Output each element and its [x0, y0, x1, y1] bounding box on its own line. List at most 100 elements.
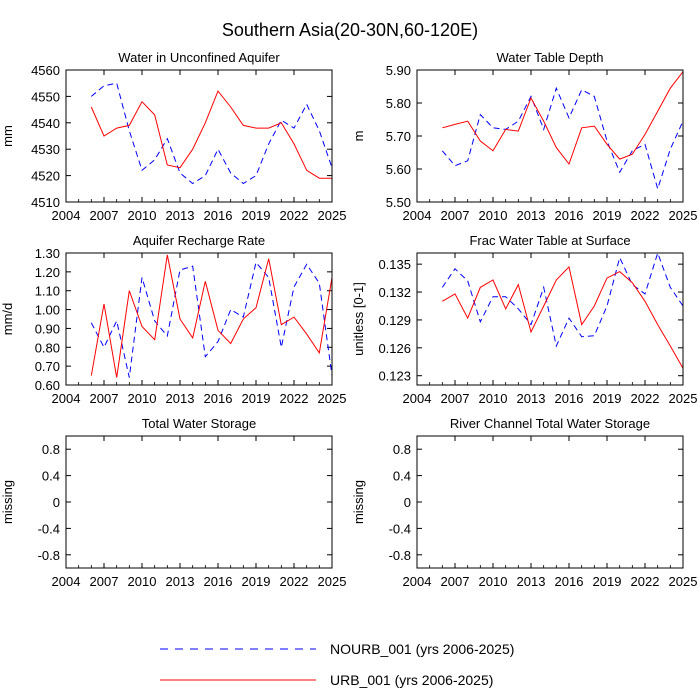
- x-tick-label: 2010: [479, 208, 508, 223]
- panel-2: Water Table Depth m 2004 2007 2010 2013 2016 20…: [351, 50, 697, 223]
- y-tick-label: 0: [53, 495, 60, 510]
- x-tick-label: 2004: [52, 391, 81, 406]
- y-tick-label: 0.126: [378, 341, 411, 356]
- y-tick-label: 0.60: [35, 378, 60, 393]
- x-tick-label: 2025: [318, 391, 347, 406]
- y-tick-label: 1.10: [35, 284, 60, 299]
- y-tick-label: 1.00: [35, 303, 60, 318]
- y-tick-label: 4560: [31, 63, 60, 78]
- y-tick-label: 0.4: [42, 469, 60, 484]
- legend-label-nourb: NOURB_001 (yrs 2006-2025): [330, 641, 514, 657]
- y-tick-label: 0.8: [42, 442, 60, 457]
- panels-group: Water in Unconfined Aquifer mm 2004 2007 201…: [0, 50, 697, 589]
- x-tick-label: 2022: [631, 574, 660, 589]
- x-tick-label: 2025: [669, 391, 698, 406]
- y-tick-label: -0.8: [38, 548, 60, 563]
- y-tick-label: -0.4: [38, 521, 60, 536]
- x-tick-label: 2016: [204, 574, 233, 589]
- x-tick-label: 2007: [441, 208, 470, 223]
- x-tick-label: 2013: [166, 574, 195, 589]
- x-tick-label: 2022: [280, 208, 309, 223]
- y-tick-label: 4540: [31, 116, 60, 131]
- y-tick-label: -0.8: [389, 548, 411, 563]
- y-tick-label: 4530: [31, 142, 60, 157]
- x-tick-label: 2007: [90, 208, 119, 223]
- y-axis-label: mm: [0, 125, 15, 147]
- x-tick-label: 2016: [204, 208, 233, 223]
- panel-title: Aquifer Recharge Rate: [133, 233, 265, 248]
- plot-frame: [416, 69, 684, 203]
- series-line-urb: [90, 90, 332, 179]
- series-line-nourb: [90, 261, 332, 378]
- x-tick-label: 2004: [403, 574, 432, 589]
- x-tick-label: 2019: [242, 391, 271, 406]
- y-tick-label: 0.70: [35, 359, 60, 374]
- panel-4: Frac Water Table at Surface unitless [0-1…: [351, 233, 697, 406]
- x-tick-label: 2004: [403, 208, 432, 223]
- x-tick-label: 2007: [441, 574, 470, 589]
- panel-title: Total Water Storage: [142, 416, 256, 431]
- panel-title: River Channel Total Water Storage: [450, 416, 650, 431]
- x-tick-label: 2019: [593, 391, 622, 406]
- y-tick-label: 5.80: [386, 96, 411, 111]
- series-line-nourb: [441, 86, 683, 191]
- x-tick-label: 2013: [166, 208, 195, 223]
- x-tick-label: 2025: [669, 208, 698, 223]
- y-tick-label: 4510: [31, 195, 60, 210]
- legend-label-urb: URB_001 (yrs 2006-2025): [330, 672, 493, 688]
- x-tick-label: 2010: [128, 208, 157, 223]
- series-line-urb: [442, 265, 683, 369]
- y-tick-label: 1.20: [35, 265, 60, 280]
- x-tick-label: 2013: [166, 391, 195, 406]
- x-tick-label: 2025: [318, 208, 347, 223]
- x-tick-label: 2016: [555, 391, 584, 406]
- legend: NOURB_001 (yrs 2006-2025) URB_001 (yrs 2…: [160, 641, 514, 688]
- x-tick-label: 2004: [403, 391, 432, 406]
- plot-frame: [65, 435, 333, 569]
- x-tick-label: 2019: [593, 574, 622, 589]
- x-tick-label: 2019: [242, 208, 271, 223]
- x-tick-label: 2004: [52, 574, 81, 589]
- y-tick-label: 0.90: [35, 321, 60, 336]
- y-tick-label: 5.60: [386, 162, 411, 177]
- x-tick-label: 2007: [90, 574, 119, 589]
- x-tick-label: 2025: [669, 574, 698, 589]
- y-tick-label: 0.4: [393, 469, 411, 484]
- x-tick-label: 2007: [441, 391, 470, 406]
- x-tick-label: 2007: [90, 391, 119, 406]
- y-tick-label: 5.50: [386, 195, 411, 210]
- x-tick-label: 2022: [631, 208, 660, 223]
- x-tick-label: 2010: [128, 391, 157, 406]
- y-tick-label: 0.123: [378, 369, 411, 384]
- y-axis-label: mm/d: [0, 303, 15, 336]
- y-tick-label: 1.30: [35, 246, 60, 261]
- x-tick-label: 2016: [204, 391, 233, 406]
- panel-6: River Channel Total Water Storage missing…: [351, 416, 697, 589]
- x-tick-label: 2013: [517, 391, 546, 406]
- panel-3: Aquifer Recharge Rate mm/d 2004 2007 2010 201…: [0, 233, 346, 406]
- y-tick-label: 0.8: [393, 442, 411, 457]
- x-tick-label: 2016: [555, 208, 584, 223]
- series-line-urb: [442, 71, 683, 166]
- x-tick-label: 2022: [631, 391, 660, 406]
- y-axis-label: unitless [0-1]: [351, 282, 366, 356]
- x-tick-label: 2019: [242, 574, 271, 589]
- x-tick-label: 2025: [318, 574, 347, 589]
- x-tick-label: 2013: [517, 208, 546, 223]
- x-tick-label: 2022: [280, 391, 309, 406]
- y-axis-label: missing: [0, 480, 15, 524]
- y-tick-label: 0: [404, 495, 411, 510]
- plot-frame: [416, 435, 684, 569]
- y-tick-label: 0.80: [35, 340, 60, 355]
- y-tick-label: 4550: [31, 89, 60, 104]
- x-tick-label: 2019: [593, 208, 622, 223]
- panel-5: Total Water Storage missing 2004 2007 2010 20…: [0, 416, 346, 589]
- y-tick-label: 5.90: [386, 63, 411, 78]
- y-tick-label: 4520: [31, 169, 60, 184]
- panel-title: Water Table Depth: [497, 50, 604, 65]
- x-tick-label: 2010: [479, 391, 508, 406]
- y-tick-label: 0.132: [378, 285, 411, 300]
- x-tick-label: 2022: [280, 574, 309, 589]
- plot-frame: [65, 69, 333, 203]
